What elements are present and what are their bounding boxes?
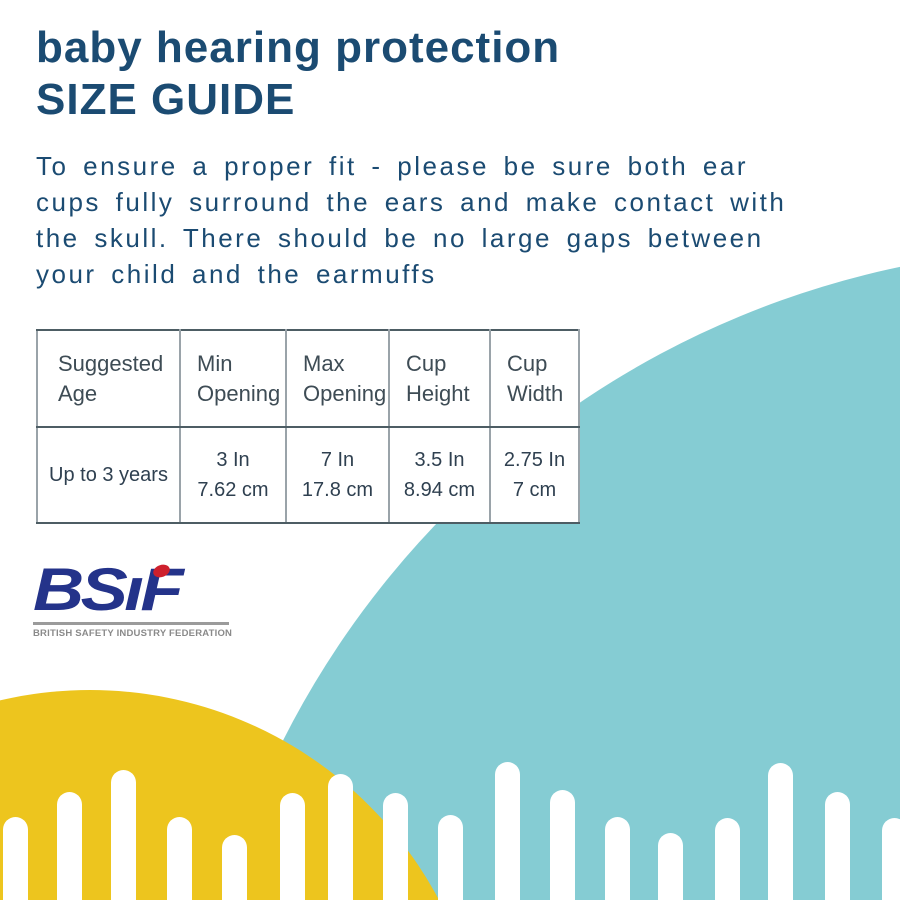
title-line-2: SIZE GUIDE <box>36 75 296 124</box>
intro-line: your child and the earmuffs <box>36 259 437 289</box>
intro-line: the skull. There should be no large gaps… <box>36 223 764 253</box>
page-title: baby hearing protection SIZE GUIDE <box>36 22 560 126</box>
intro-line: cups fully surround the ears and make co… <box>36 187 787 217</box>
table-header-cell: Cup Width <box>489 329 580 428</box>
table-cell: 7 In 17.8 cm <box>285 426 390 524</box>
bsif-logo-text: BSıF <box>33 556 184 623</box>
table-cell: 3.5 In 8.94 cm <box>388 426 491 524</box>
table-header-row: Suggested Age Min Opening Max Opening Cu… <box>36 329 580 428</box>
table-header-cell: Suggested Age <box>36 329 181 428</box>
table-header-cell: Cup Height <box>388 329 491 428</box>
intro-line: To ensure a proper fit - please be sure … <box>36 151 748 181</box>
title-line-1: baby hearing protection <box>36 23 561 72</box>
table-cell-age: Up to 3 years <box>36 426 181 524</box>
table-header-cell: Min Opening <box>179 329 287 428</box>
logo-tagline: BRITISH SAFETY INDUSTRY FEDERATION <box>33 627 233 639</box>
table-cell: 2.75 In 7 cm <box>489 426 580 524</box>
table-data-row: Up to 3 years 3 In 7.62 cm 7 In 17.8 cm … <box>36 426 580 524</box>
size-guide-table: Suggested Age Min Opening Max Opening Cu… <box>36 329 580 524</box>
table-header-cell: Max Opening <box>285 329 390 428</box>
bsif-logo: BSıF BRITISH SAFETY INDUSTRY FEDERATION <box>33 560 233 639</box>
logo-divider <box>33 622 229 625</box>
table-cell: 3 In 7.62 cm <box>179 426 287 524</box>
fit-instructions-paragraph: To ensure a proper fit - please be sure … <box>36 148 896 292</box>
